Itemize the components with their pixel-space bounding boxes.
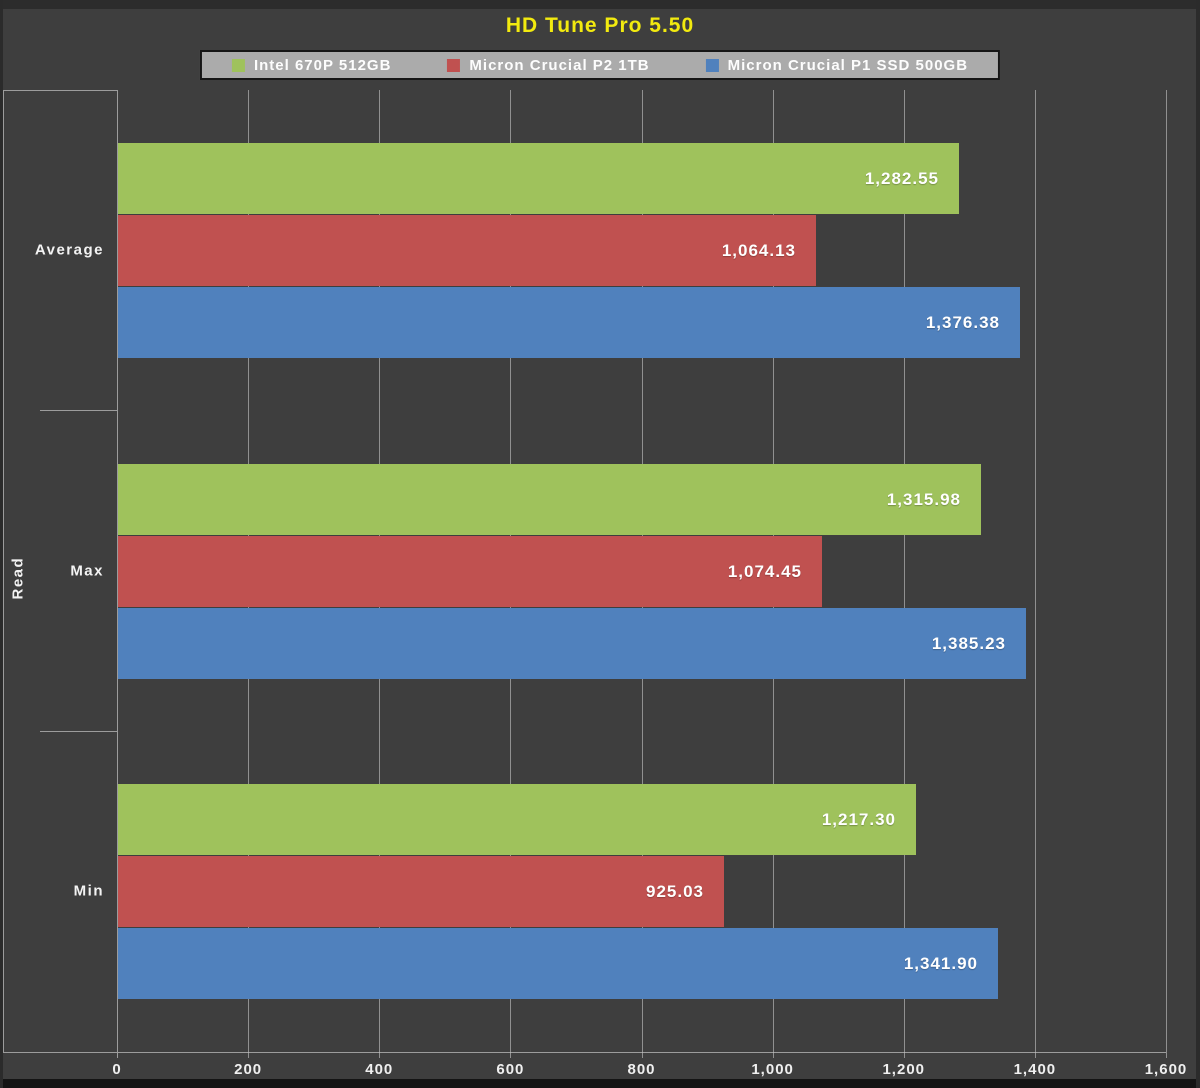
bar-micron-crucial-p2-1tb-average: 1,064.13 [118, 215, 816, 286]
x-tick-label-1200: 1,200 [882, 1061, 926, 1078]
x-tick-label-1000: 1,000 [751, 1061, 794, 1078]
bar-value-label: 1,282.55 [864, 169, 939, 188]
bar-micron-crucial-p1-ssd-500gb-max: 1,385.23 [118, 608, 1026, 679]
chart-title: HD Tune Pro 5.50 [505, 14, 695, 37]
gridline-1200 [903, 90, 905, 1058]
legend-item-micron-crucial-p2-1tb: Micron Crucial P2 1TB [447, 57, 649, 74]
category-axis-outer-line [3, 90, 4, 1052]
frame-right-edge [1196, 0, 1200, 1088]
bar-value-label: 1,385.23 [931, 634, 1006, 653]
legend-swatch-icon [447, 58, 461, 72]
bar-intel-670p-512gb-min: 1,217.30 [118, 784, 916, 855]
bar-intel-670p-512gb-max: 1,315.98 [118, 464, 981, 535]
bar-value-label: 1,315.98 [886, 490, 961, 509]
x-tick-label-200: 200 [234, 1061, 263, 1078]
category-label-average: Average [34, 241, 104, 259]
legend-label: Micron Crucial P1 SSD 500GB [727, 56, 969, 74]
y-axis-group-label: Read [9, 556, 27, 600]
x-tick-label-1600: 1,600 [1144, 1061, 1188, 1078]
legend-item-intel-670p-512gb: Intel 670P 512GB [231, 56, 392, 74]
category-label-min: Min [73, 882, 104, 900]
legend-item-micron-crucial-p1-ssd-500gb: Micron Crucial P1 SSD 500GB [705, 56, 969, 74]
frame-top-edge [0, 0, 1200, 9]
bar-value-label: 925.03 [646, 882, 704, 901]
bar-micron-crucial-p1-ssd-500gb-min: 1,341.90 [118, 928, 998, 999]
bar-micron-crucial-p2-1tb-min: 925.03 [118, 856, 724, 927]
bar-intel-670p-512gb-average: 1,282.55 [118, 143, 959, 214]
category-divider-1 [40, 410, 117, 411]
legend-label: Micron Crucial P2 1TB [469, 56, 650, 74]
bar-value-label: 1,074.45 [727, 562, 802, 581]
category-axis-top-line [3, 90, 117, 91]
bar-value-label: 1,064.13 [721, 241, 796, 260]
frame-left-edge [0, 0, 3, 1088]
category-label-max: Max [70, 562, 104, 580]
bar-value-label: 1,217.30 [821, 810, 896, 829]
frame-bottom-edge [0, 1079, 1200, 1088]
bar-value-label: 1,341.90 [903, 954, 978, 973]
bar-value-label: 1,376.38 [925, 313, 1000, 332]
category-axis-main-line [117, 90, 118, 1058]
gridline-1400 [1034, 90, 1036, 1058]
legend: Intel 670P 512GB Micron Crucial P2 1TB Mic… [199, 50, 1001, 80]
legend-swatch-icon [231, 58, 245, 72]
bar-micron-crucial-p1-ssd-500gb-average: 1,376.38 [118, 287, 1020, 358]
x-tick-label-0: 0 [112, 1061, 122, 1078]
category-divider-2 [40, 731, 117, 732]
x-axis-line [3, 1052, 1166, 1053]
x-tick-label-400: 400 [365, 1061, 394, 1078]
legend-swatch-icon [705, 58, 719, 72]
legend-label: Intel 670P 512GB [253, 56, 392, 74]
plot-area: 1,282.55 1,064.13 1,376.38 1,315.98 1,074.45… [117, 90, 1167, 1058]
gridline-1600 [1166, 90, 1167, 1058]
x-tick-label-1400: 1,400 [1013, 1061, 1057, 1078]
bar-micron-crucial-p2-1tb-max: 1,074.45 [118, 536, 822, 607]
x-tick-label-600: 600 [496, 1061, 525, 1078]
x-tick-label-800: 800 [627, 1061, 656, 1078]
